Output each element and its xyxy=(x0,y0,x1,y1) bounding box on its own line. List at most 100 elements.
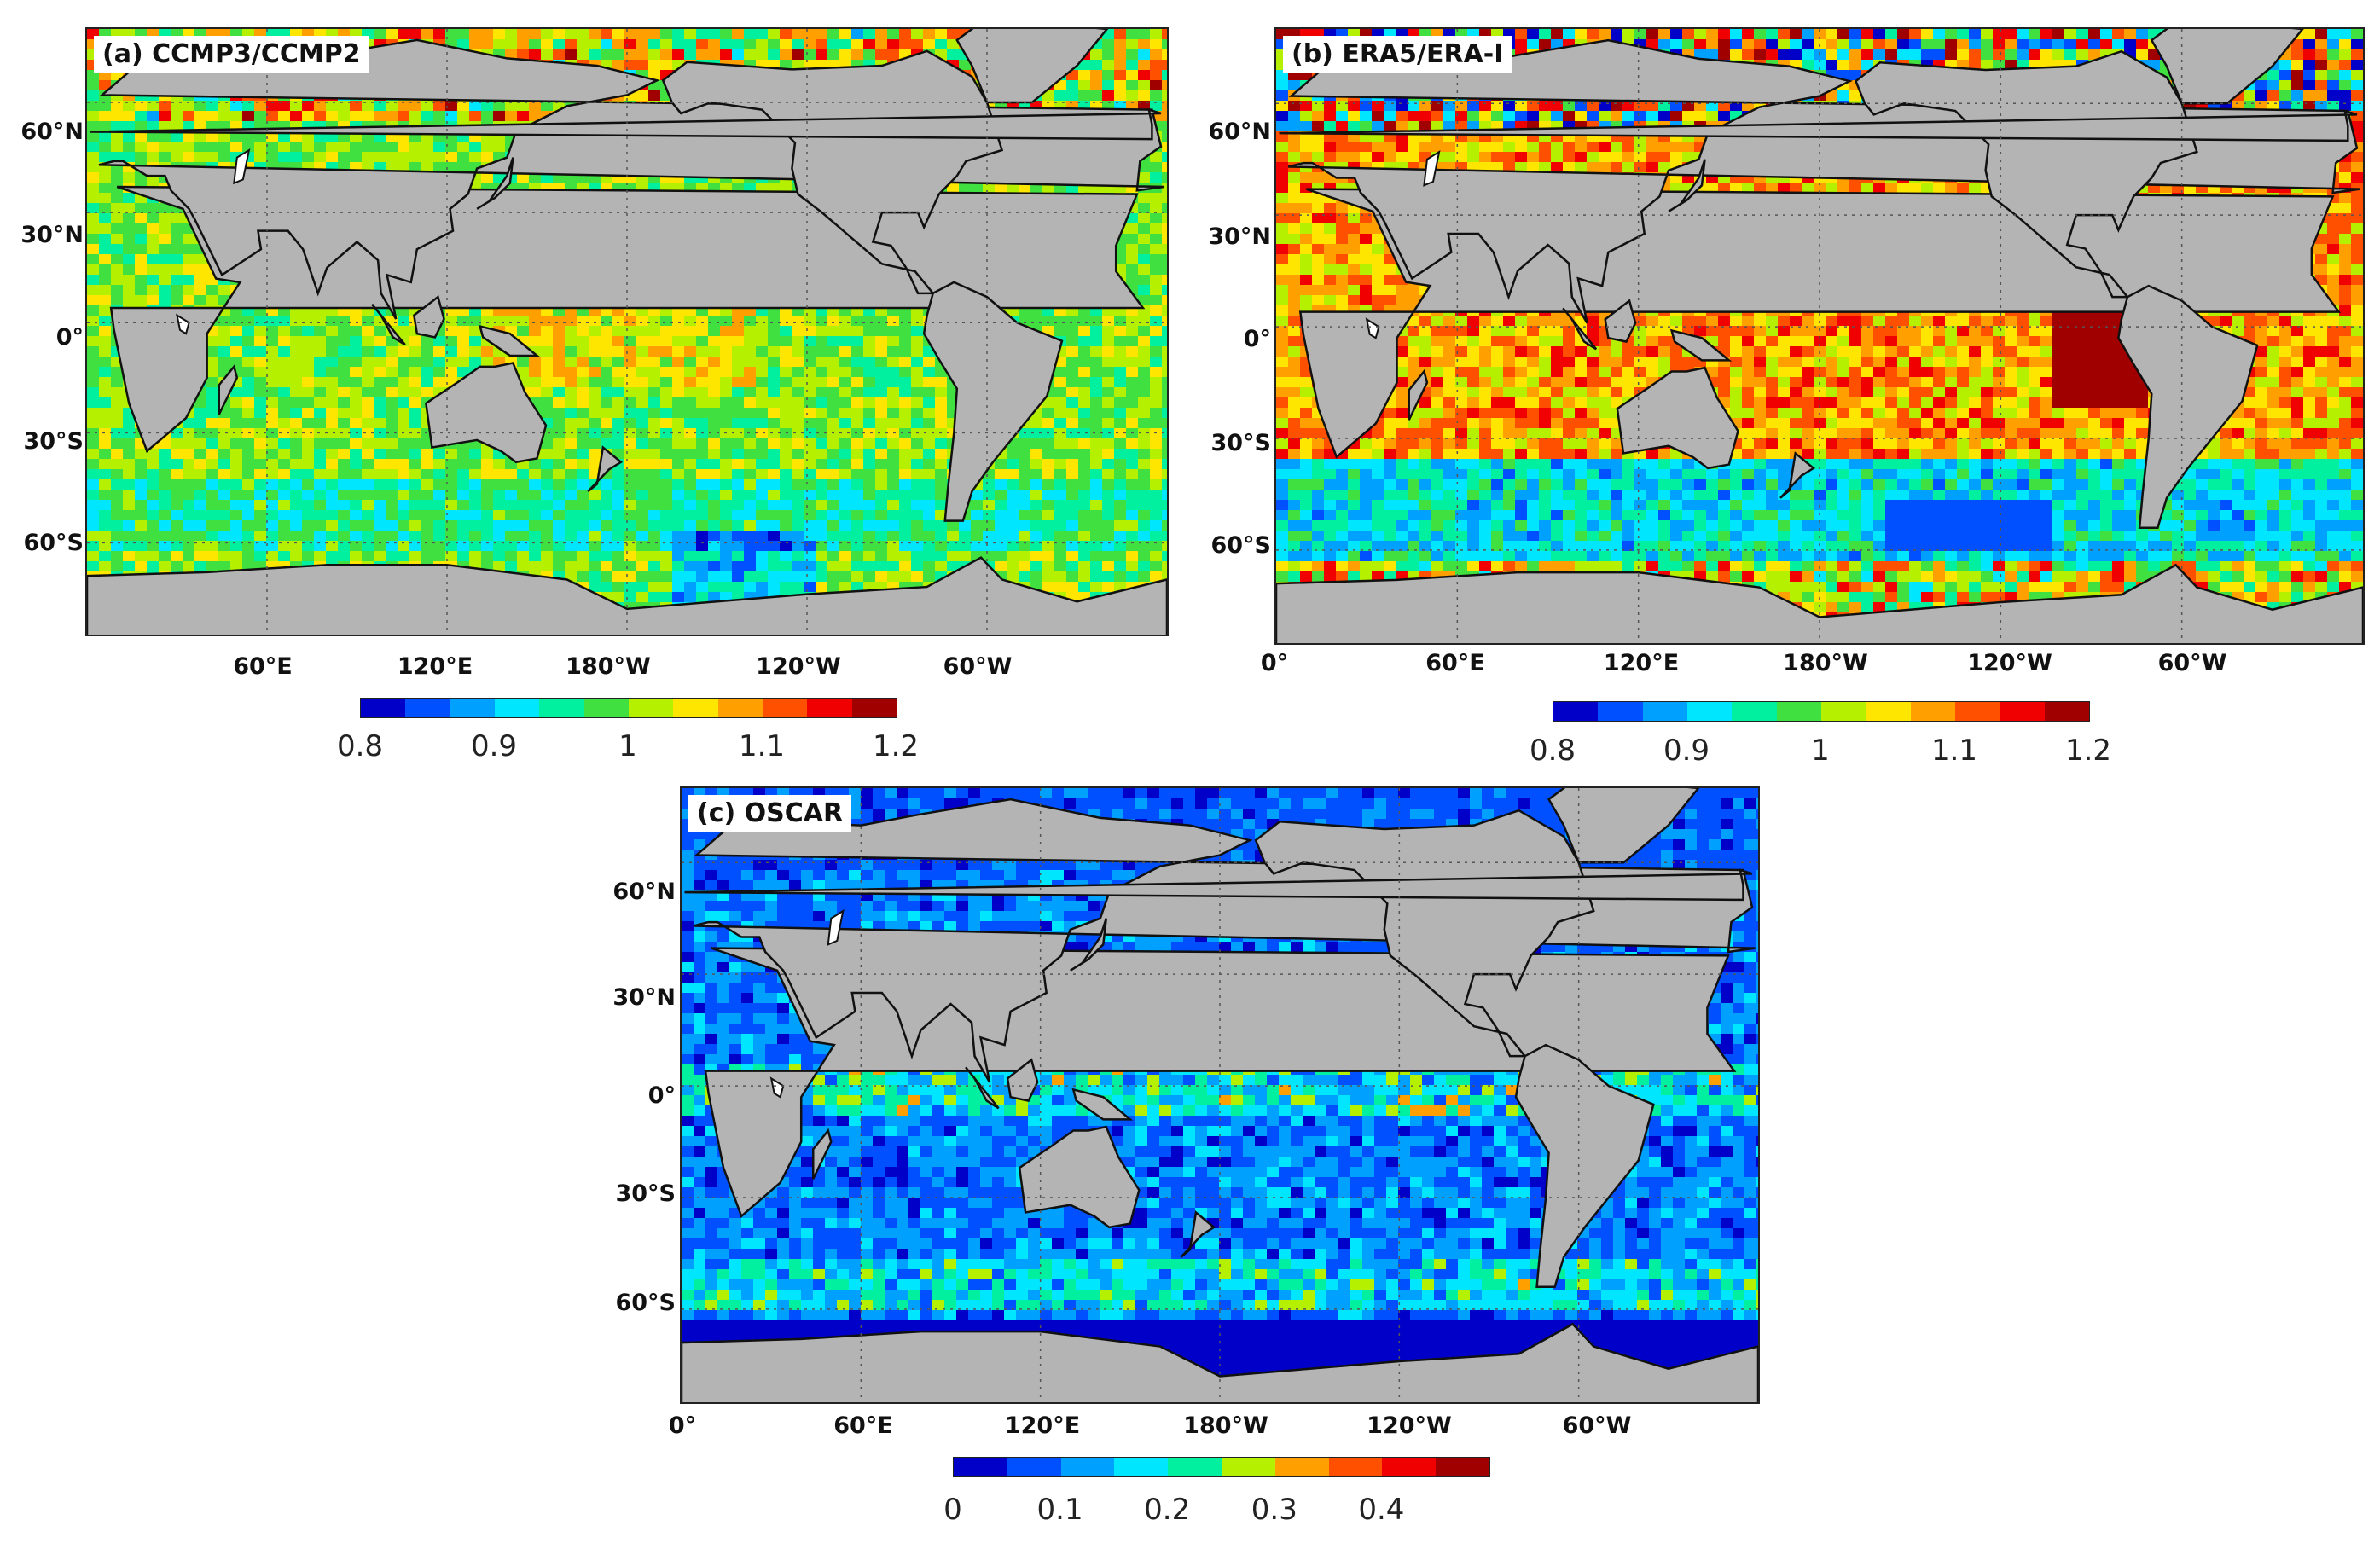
lon-label: 120°W xyxy=(1367,1412,1452,1439)
land-mass xyxy=(922,281,1064,522)
land-mass xyxy=(371,303,406,346)
lat-label: 0° xyxy=(647,1082,676,1109)
land-mass xyxy=(87,556,1167,635)
panel-a-title: (a) CCMP3/CCMP2 xyxy=(94,36,369,73)
land-mass xyxy=(682,1322,1758,1402)
colorbar-swatch xyxy=(1168,1458,1222,1476)
lat-label: 30°N xyxy=(612,984,676,1011)
lake xyxy=(1423,149,1441,187)
lat-label: 60°N xyxy=(20,119,84,145)
colorbar-tick-label: 1.1 xyxy=(1930,734,1978,768)
land-mass xyxy=(1279,109,2358,142)
lat-label: 60°S xyxy=(1210,532,1271,559)
lon-label: 180°W xyxy=(1783,650,1868,676)
map-c-field xyxy=(682,788,1758,1402)
colorbar-swatch xyxy=(954,1458,1007,1476)
colorbar-swatch xyxy=(1382,1458,1437,1476)
land-mass xyxy=(478,324,541,357)
colorbar-swatch xyxy=(1954,702,2000,721)
colorbar-tick-label: 0 xyxy=(943,1493,962,1527)
colorbar-swatch xyxy=(717,699,763,717)
map-b: (b) ERA5/ERA-I xyxy=(1274,27,2365,645)
land-mass xyxy=(1408,368,1429,421)
land-mass xyxy=(1616,366,1739,470)
land-mass xyxy=(1254,809,1595,1058)
land-mass xyxy=(965,1066,1000,1110)
map-a-field xyxy=(87,29,1167,635)
colorbar-swatch xyxy=(851,699,897,717)
colorbar-swatch xyxy=(539,699,584,717)
lake xyxy=(769,1076,785,1099)
lake xyxy=(233,148,251,185)
colorbar-swatch xyxy=(628,699,674,717)
colorbar-swatch xyxy=(1910,702,1955,721)
colorbar-tick-label: 0.9 xyxy=(1663,734,1710,768)
lat-label: 30°S xyxy=(615,1180,676,1207)
colorbar-swatch xyxy=(1274,1458,1329,1476)
panel-a: (a) CCMP3/CCMP2 60°N 30°N 0° 30°S 60°S 60°E 1… xyxy=(0,0,1186,768)
lon-label: 120°E xyxy=(397,653,473,680)
land-mass xyxy=(476,157,514,210)
colorbar-swatch xyxy=(673,699,718,717)
land-mass xyxy=(2117,284,2259,529)
colorbar-a xyxy=(360,698,897,718)
colorbar-swatch xyxy=(2000,702,2045,721)
colorbar-swatch xyxy=(1686,702,1733,721)
land-mass xyxy=(587,445,624,493)
lon-label: 120°W xyxy=(1967,650,2052,676)
land-mass xyxy=(1018,1125,1141,1229)
lon-label: 120°W xyxy=(756,653,841,680)
lat-label: 30°N xyxy=(20,222,84,248)
colorbar-swatch xyxy=(405,699,450,717)
lat-label: 60°S xyxy=(23,530,84,556)
colorbar-swatch xyxy=(1007,1458,1061,1476)
land-mass xyxy=(1071,1088,1134,1121)
colorbar-swatch xyxy=(2044,702,2089,721)
colorbar-swatch xyxy=(494,699,540,717)
lon-label: 120°E xyxy=(1004,1412,1081,1439)
colorbar-tick-label: 0.3 xyxy=(1251,1493,1297,1527)
lon-label: 0° xyxy=(1260,650,1289,676)
panel-c-title: (c) OSCAR xyxy=(688,795,852,832)
colorbar-swatch xyxy=(1553,702,1599,721)
lake xyxy=(1365,317,1380,339)
colorbar-swatch xyxy=(762,699,808,717)
land-mass xyxy=(1668,159,1706,212)
land-mass xyxy=(811,1128,833,1180)
colorbar-tick-label: 0.4 xyxy=(1358,1493,1405,1527)
land-mass xyxy=(412,294,445,339)
panel-b-title: (b) ERA5/ERA-I xyxy=(1283,36,1512,73)
colorbar-tick-label: 1.2 xyxy=(2064,734,2112,768)
lat-label: 30°S xyxy=(23,428,84,455)
lon-label: 180°W xyxy=(566,653,651,680)
land-mass xyxy=(1562,307,1598,351)
land-mass xyxy=(1604,299,1637,343)
colorbar-swatch xyxy=(1732,702,1777,721)
map-c: (c) OSCAR xyxy=(680,786,1760,1404)
colorbar-tick-label: 0.2 xyxy=(1144,1493,1191,1527)
colorbar-tick-label: 0.8 xyxy=(1529,734,1576,768)
colorbar-tick-label: 0.1 xyxy=(1036,1493,1083,1527)
colorbar-swatch xyxy=(1866,702,1911,721)
lon-label: 60°W xyxy=(1562,1412,1632,1439)
colorbar-swatch xyxy=(1436,1458,1489,1476)
lon-label: 60°E xyxy=(1425,650,1485,676)
land-mass xyxy=(684,868,1753,902)
lat-label: 60°N xyxy=(1208,119,1271,145)
colorbar-c xyxy=(953,1457,1490,1477)
land-mass xyxy=(1547,788,1700,864)
colorbar-tick-label: 0.9 xyxy=(470,729,518,763)
colorbar-swatch xyxy=(361,699,406,717)
colorbar-swatch xyxy=(1328,1458,1383,1476)
colorbar-tick-label: 1.1 xyxy=(738,729,786,763)
colorbar-tick-label: 1 xyxy=(1811,734,1830,768)
colorbar-tick-label: 1.2 xyxy=(872,729,920,763)
land-mass xyxy=(1779,451,1816,499)
land-mass xyxy=(425,362,548,464)
lat-label: 60°S xyxy=(615,1290,676,1316)
lat-label: 60°N xyxy=(612,879,676,905)
lat-label: 0° xyxy=(1243,326,1271,352)
colorbar-swatch xyxy=(1114,1458,1169,1476)
colorbar-swatch xyxy=(807,699,852,717)
